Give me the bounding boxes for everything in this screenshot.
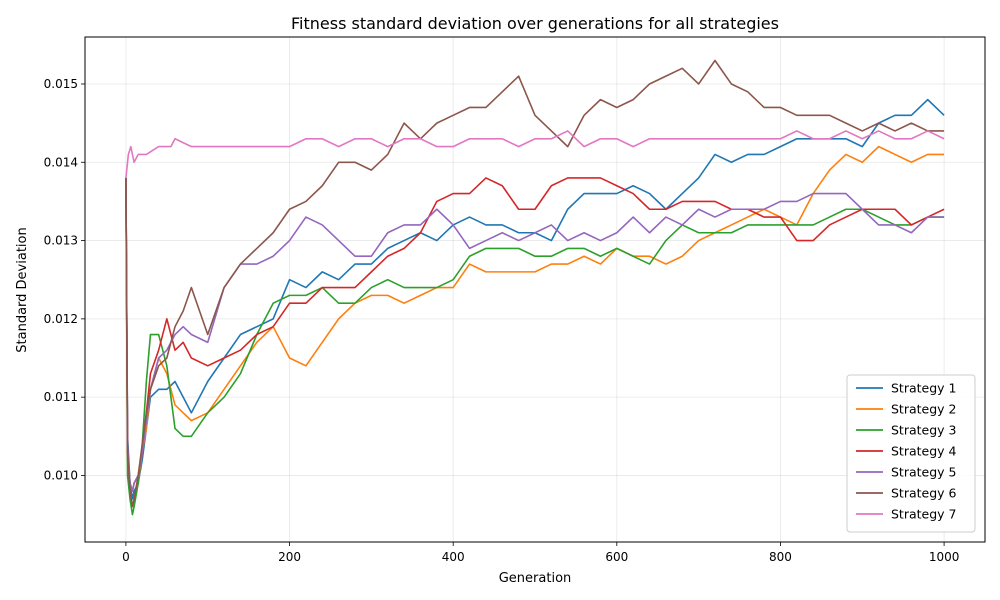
- y-axis: 0.010 0.011 0.012 0.013 0.014 0.015: [44, 77, 85, 482]
- x-axis: 0 200 400 600 800 1000: [122, 542, 959, 564]
- y-tick-label: 0.010: [44, 468, 78, 482]
- x-tick-label: 200: [278, 550, 301, 564]
- y-tick-label: 0.014: [44, 155, 78, 169]
- series-line-strategy-4: [125, 177, 945, 492]
- y-tick-label: 0.013: [44, 234, 78, 248]
- series-line-strategy-2: [125, 145, 945, 508]
- y-axis-label: Standard Deviation: [15, 227, 30, 352]
- x-axis-label: Generation: [499, 571, 572, 586]
- legend: Strategy 1 Strategy 2 Strategy 3 Strategy 4…: [846, 374, 976, 533]
- x-tick-label: 1000: [929, 550, 960, 564]
- grid: [85, 37, 985, 542]
- chart-title: Fitness standard deviation over generati…: [291, 14, 779, 33]
- y-tick-label: 0.012: [44, 312, 78, 326]
- x-tick-label: 0: [122, 550, 130, 564]
- plot-area: [125, 59, 945, 516]
- y-tick-label: 0.015: [44, 77, 78, 91]
- series-line-strategy-5: [125, 177, 945, 492]
- legend-entry-label: Strategy 5: [891, 465, 957, 480]
- legend-entry-label: Strategy 3: [891, 423, 957, 438]
- legend-entry-label: Strategy 2: [891, 402, 957, 417]
- legend-entry-label: Strategy 4: [891, 444, 957, 459]
- legend-entry-label: Strategy 6: [891, 486, 957, 501]
- plot-frame: [84, 36, 986, 543]
- legend-entry-label: Strategy 7: [891, 507, 957, 522]
- series-line-strategy-6: [125, 59, 945, 508]
- y-tick-label: 0.011: [44, 390, 78, 404]
- x-tick-label: 600: [605, 550, 628, 564]
- series-line-strategy-1: [125, 98, 945, 500]
- series-line-strategy-3: [125, 177, 945, 516]
- x-tick-label: 800: [769, 550, 792, 564]
- legend-entry-label: Strategy 1: [891, 381, 957, 396]
- x-tick-label: 400: [442, 550, 465, 564]
- series-line-strategy-7: [125, 130, 945, 179]
